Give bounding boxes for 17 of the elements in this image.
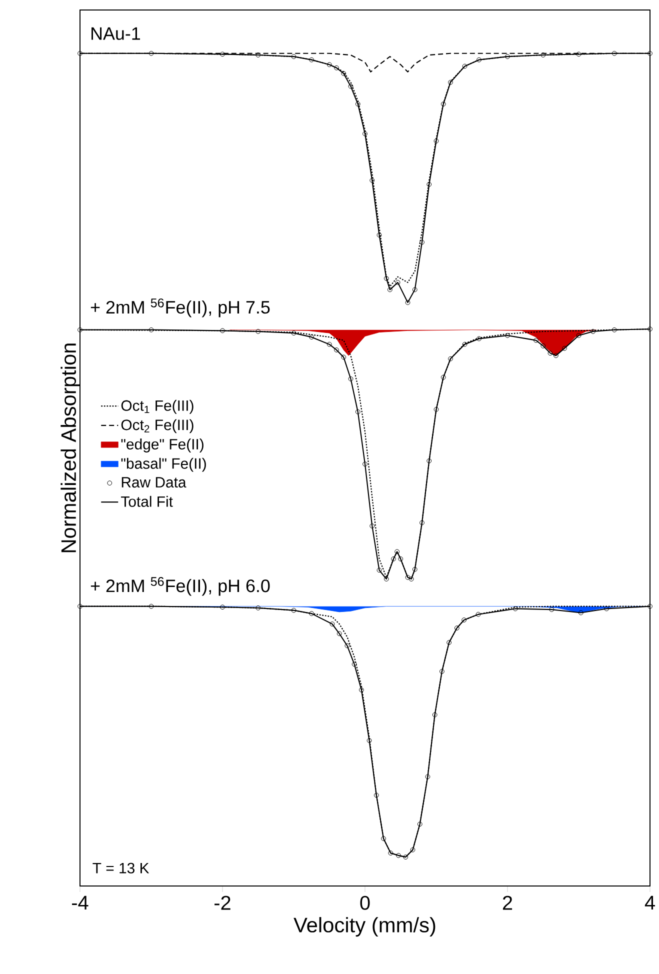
text: T = 13 K [92, 862, 150, 874]
legend-label: Raw Data [122, 477, 186, 488]
x-tick-label: -4 [72, 896, 88, 910]
legend-label: "edge" Fe(II) [121, 438, 204, 452]
x-tick-label: -2 [214, 896, 230, 910]
x-tick-label: 2 [502, 896, 512, 910]
legend-label: "basal" Fe(II) [121, 458, 206, 472]
x-axis-title: Velocity (mm/s) [294, 917, 436, 937]
legend-label: Oct$_{1}$ Fe(III) [121, 400, 194, 414]
annotation: + 2mM $^{56}$Fe(II), pH 6.0 [90, 577, 270, 596]
legend-label: Oct$_{2}$ Fe(III) [121, 419, 194, 434]
x-tick-label: 0 [360, 896, 370, 910]
x-tick-label: 4 [644, 896, 655, 910]
annotation: + 2mM $^{56}$Fe(II), pH 7.5 [90, 298, 270, 318]
legend-label: Total Fit [121, 496, 173, 507]
y-axis-title: Normalized Absorption [60, 344, 80, 552]
text: NAu-1 [92, 27, 140, 40]
